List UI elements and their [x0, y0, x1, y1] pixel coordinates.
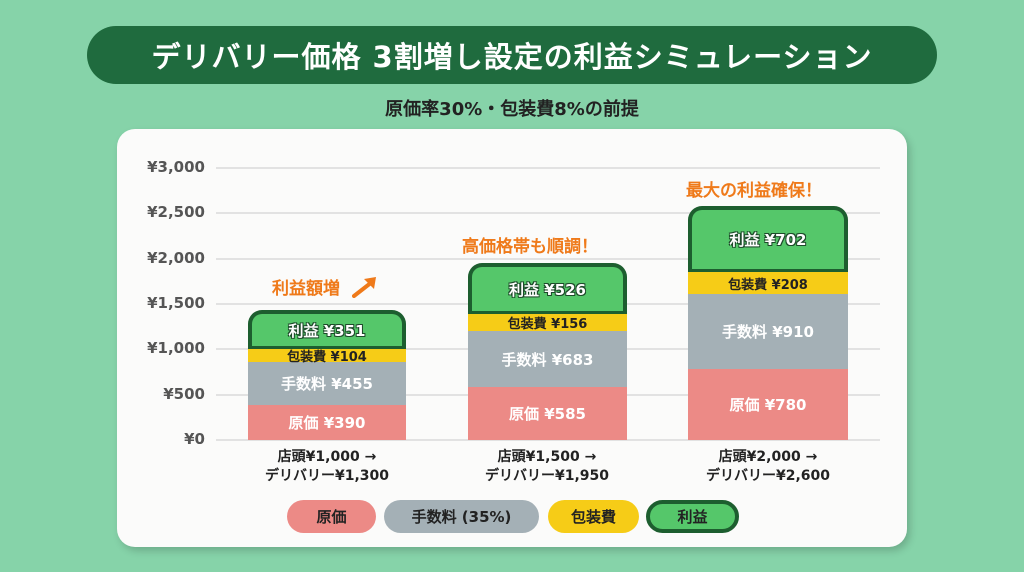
y-tick-2000: ¥2,000	[147, 249, 205, 267]
x-axis-label: 店頭¥2,000 → デリバリー¥2,600	[678, 448, 858, 486]
legend-label: 原価	[316, 508, 347, 526]
legend-item-packaging: 包装費	[548, 500, 639, 533]
legend-label: 包装費	[570, 508, 616, 526]
legend-item-fee: 手数料 (35%)	[384, 500, 539, 533]
y-tick-1000: ¥1,000	[147, 339, 205, 357]
bar-segment-cost: 原価 ¥390	[248, 405, 406, 440]
page-subtitle: 原価率30%・包装費8%の前提	[385, 99, 639, 120]
y-tick-1500: ¥1,500	[147, 294, 205, 312]
bar-segment-packaging: 包装費 ¥208	[688, 272, 848, 294]
bar-segment-profit: 利益 ¥351	[248, 310, 406, 349]
bar-segment-fee: 手数料 ¥910	[688, 294, 848, 369]
bar-segment-profit: 利益 ¥702	[688, 206, 848, 272]
y-tick-2500: ¥2,500	[147, 203, 205, 221]
bar-segment-packaging: 包装費 ¥156	[468, 314, 627, 332]
y-tick-3000: ¥3,000	[147, 158, 205, 176]
x-label-store-price: 店頭¥1,000 →	[277, 449, 377, 465]
legend-label: 利益	[677, 508, 708, 526]
y-tick-500: ¥500	[163, 385, 205, 403]
gridline	[216, 258, 880, 260]
y-tick-0: ¥0	[184, 430, 205, 448]
x-label-delivery-price: デリバリー¥1,950	[484, 468, 610, 484]
callout-text: 最大の利益確保！	[686, 181, 822, 201]
legend-item-profit: 利益	[646, 500, 739, 533]
bar-segment-profit: 利益 ¥526	[468, 263, 627, 314]
gridline	[216, 167, 880, 169]
bar-segment-fee: 手数料 ¥455	[248, 362, 406, 405]
callout-text: 高価格帯も順調！	[462, 237, 598, 257]
title-banner: デリバリー価格 3割増し設定の利益シミュレーション	[87, 26, 937, 84]
gridline-baseline	[216, 439, 880, 441]
bar-segment-cost: 原価 ¥780	[688, 369, 848, 440]
x-label-store-price: 店頭¥1,500 →	[497, 449, 597, 465]
x-label-delivery-price: デリバリー¥2,600	[705, 468, 831, 484]
x-label-delivery-price: デリバリー¥1,300	[264, 468, 390, 484]
callout-text: 利益額増	[272, 274, 378, 303]
bar-segment-packaging: 包装費 ¥104	[248, 349, 406, 365]
callout-label: 利益額増	[272, 279, 340, 299]
page-title: デリバリー価格 3割増し設定の利益シミュレーション	[151, 40, 873, 74]
bar-segment-fee: 手数料 ¥683	[468, 331, 627, 387]
bar-segment-cost: 原価 ¥585	[468, 387, 627, 440]
x-axis-label: 店頭¥1,000 → デリバリー¥1,300	[237, 448, 417, 486]
x-label-store-price: 店頭¥2,000 →	[718, 449, 818, 465]
gridline	[216, 212, 880, 214]
legend-item-cost: 原価	[287, 500, 376, 533]
legend-label: 手数料 (35%)	[411, 508, 512, 526]
x-axis-label: 店頭¥1,500 → デリバリー¥1,950	[457, 448, 637, 486]
arrow-up-right-icon	[351, 276, 378, 303]
